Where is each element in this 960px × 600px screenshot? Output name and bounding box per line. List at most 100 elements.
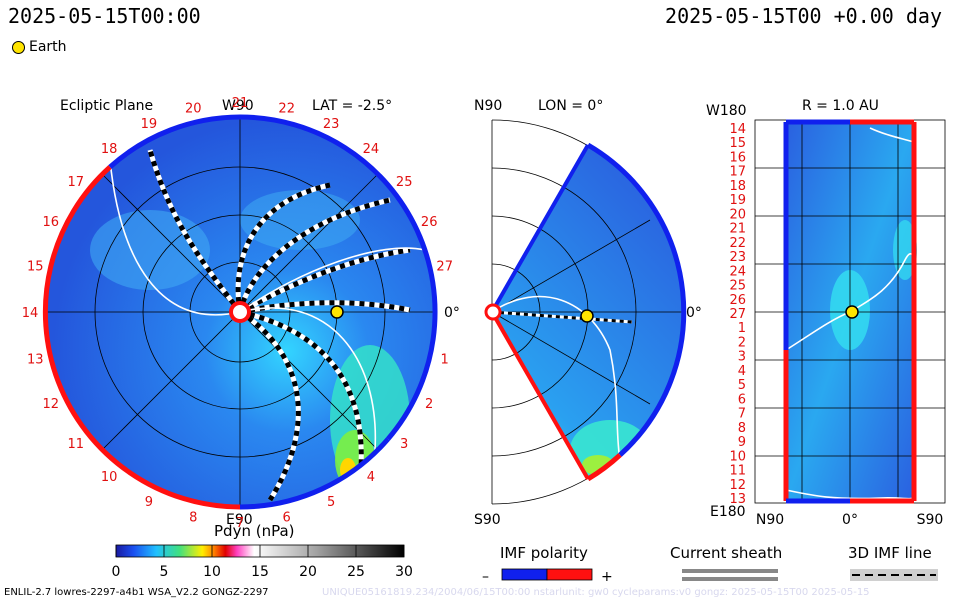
sector-number: 16 [43,215,60,230]
radius-map-y-label: 13 [729,492,746,507]
radius-map-y-label: 4 [738,364,746,379]
sector-number: 4 [367,470,375,485]
sector-number: 26 [421,215,438,230]
earth-marker-icon [12,40,25,54]
radius-map-earth-icon [845,305,859,319]
colorbar-tick-label: 5 [160,564,169,580]
ecliptic-lat-label: LAT = -2.5° [312,98,392,114]
imf-line-title: 3D IMF line [848,544,932,562]
ecliptic-top-label: W90 [222,98,254,114]
ecliptic-right-label: 0° [444,305,460,321]
sector-number: 14 [22,306,39,321]
colorbar-ticks: 0 5 10 15 20 25 30 [112,545,413,580]
colorbar-tick-label: 30 [395,564,413,580]
radius-map-x-label: 0° [842,512,858,528]
imf-line-legend: 3D IMF line [848,544,938,581]
radius-map-y-labels: 1415161718192021222324252627123456789101… [729,122,746,507]
radius-map-y-label: 23 [729,250,746,265]
radius-map-y-label: 1 [738,321,746,336]
colorbar-tick-label: 15 [251,564,269,580]
earth-icon [330,305,344,319]
sector-number: 7 [236,516,244,531]
radius-map-y-label: 12 [729,478,746,493]
meridional-top-label: N90 [474,98,502,114]
radius-map-x-label: N90 [756,512,784,528]
sector-number: 10 [101,470,118,485]
sector-number: 9 [145,495,153,510]
meridional-bottom-label: S90 [474,512,501,528]
footer-run-info: ENLIL-2.7 lowres-2297-a4b1 WSA_V2.2 GONG… [4,587,269,598]
colorbar-title: Pdyn (nPa) [214,522,295,540]
earth-legend-label: Earth [29,39,67,55]
radius-map-y-label: 24 [729,264,746,279]
imf-polarity-minus: – [482,569,489,585]
ecliptic-bottom-label: E90 [226,512,253,528]
radius-map-y-label: 21 [729,222,746,237]
meridional-earth-icon [580,309,594,323]
sector-number: 23 [323,117,340,132]
sector-number: 20 [185,101,202,116]
sector-number: 18 [101,142,118,157]
radius-map-panel: W180 R = 1.0 AU E180 N90 0° S90 1415161718… [706,98,946,528]
radius-map-y-label: 7 [738,407,746,422]
meridional-title: LON = 0° [538,98,603,114]
sector-number: 15 [27,259,44,274]
footer-watermark: UNIQUE05161819.234/2004/06/15T00:00 nsta… [322,587,870,598]
radius-map-y-label: 11 [729,464,746,479]
sector-number: 6 [283,511,291,526]
sector-number: 3 [400,437,408,452]
meridional-panel: N90 LON = 0° 0° S90 [474,98,702,528]
radius-map-x-label: S90 [917,512,944,528]
radius-map-title: R = 1.0 AU [802,98,879,114]
sector-number: 13 [27,353,44,368]
sector-number: 25 [396,175,413,190]
current-sheath-title: Current sheath [670,544,782,562]
radius-map-bottom-label: E180 [710,504,746,520]
ecliptic-panel: Ecliptic Plane W90 LAT = -2.5° 0° E90 19… [22,96,460,531]
radius-map-y-label: 10 [729,449,746,464]
radius-map-y-label: 16 [729,151,746,166]
radius-map-top-label: W180 [706,103,747,119]
meridional-right-label: 0° [686,305,702,321]
colorbar-tick-label: 20 [299,564,317,580]
radius-map-x-labels: N90 0° S90 [756,512,944,528]
radius-map-y-label: 14 [729,122,746,137]
sector-number: 8 [189,511,197,526]
time-stamp-left: 2025-05-15T00:00 [8,4,201,28]
imf-polarity-legend: IMF polarity – + [482,544,613,585]
sector-number: 19 [141,117,158,132]
radius-map-y-label: 9 [738,435,746,450]
sector-number: 11 [68,437,85,452]
negative-polarity-swatch [501,568,548,581]
sun-icon [229,301,251,323]
radius-map-y-label: 17 [729,165,746,180]
radius-map-y-label: 5 [738,378,746,393]
colorbar-tick-label: 10 [203,564,221,580]
radius-map-y-label: 22 [729,236,746,251]
ecliptic-title: Ecliptic Plane [60,98,153,114]
time-stamp-right: 2025-05-15T00 +0.00 day [665,4,942,28]
sector-number: 12 [43,397,60,412]
current-sheath-legend: Current sheath [670,544,782,581]
colorbar: Pdyn (nPa) 0 5 10 15 20 25 30 [112,522,413,580]
colorbar-tick-label: 25 [347,564,365,580]
radius-map-y-label: 2 [738,336,746,351]
radius-map-y-label: 25 [729,279,746,294]
radius-map-y-label: 19 [729,193,746,208]
sector-number: 22 [278,101,295,116]
sector-number: 24 [363,142,380,157]
radius-map-y-label: 6 [738,392,746,407]
sector-number: 2 [425,397,433,412]
radius-map-y-label: 15 [729,136,746,151]
positive-polarity-swatch [546,568,593,581]
sector-number: 17 [68,175,85,190]
imf-polarity-plus: + [601,569,613,585]
radius-map-y-label: 20 [729,207,746,222]
radius-map-y-label: 8 [738,421,746,436]
radius-map-y-label: 18 [729,179,746,194]
earth-legend: Earth [12,39,67,55]
radius-map-y-label: 27 [729,307,746,322]
radius-map-y-label: 3 [738,350,746,365]
